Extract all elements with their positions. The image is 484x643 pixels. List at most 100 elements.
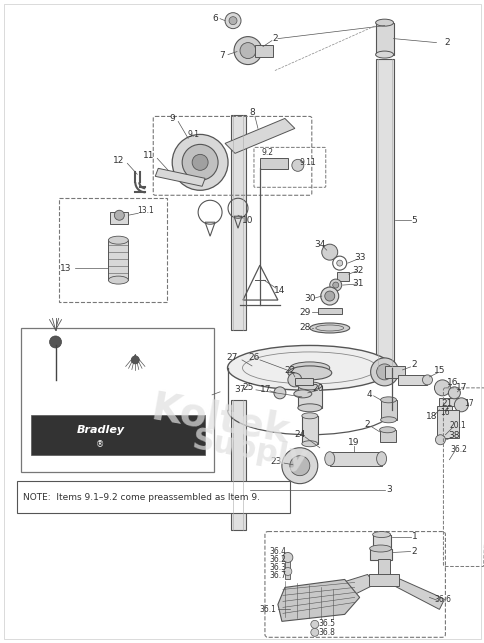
Text: 9: 9 xyxy=(169,114,175,123)
Bar xyxy=(110,212,128,224)
Text: 17: 17 xyxy=(454,383,466,392)
Text: 36.2: 36.2 xyxy=(449,445,466,454)
Bar xyxy=(372,534,390,548)
Text: 26: 26 xyxy=(248,354,259,363)
Circle shape xyxy=(240,42,256,59)
Bar xyxy=(397,375,426,385)
Bar xyxy=(336,272,348,281)
Circle shape xyxy=(310,620,318,628)
Text: 15: 15 xyxy=(433,367,444,376)
Ellipse shape xyxy=(379,427,395,433)
Text: 38: 38 xyxy=(448,431,459,440)
Text: Supply: Supply xyxy=(189,425,310,474)
Ellipse shape xyxy=(369,545,391,552)
Circle shape xyxy=(332,282,338,288)
Bar xyxy=(377,559,389,579)
Text: 3: 3 xyxy=(386,485,392,494)
Text: 9.11: 9.11 xyxy=(299,158,316,167)
Ellipse shape xyxy=(324,452,334,466)
Circle shape xyxy=(336,260,342,266)
Circle shape xyxy=(182,145,218,180)
Circle shape xyxy=(282,552,292,563)
Ellipse shape xyxy=(422,375,432,385)
Circle shape xyxy=(131,356,139,364)
Bar xyxy=(284,557,289,579)
Text: ®: ® xyxy=(96,440,105,449)
Ellipse shape xyxy=(309,323,349,333)
Circle shape xyxy=(434,380,450,396)
Text: Koltek: Koltek xyxy=(148,389,292,451)
Circle shape xyxy=(228,17,237,24)
Ellipse shape xyxy=(376,452,386,466)
Text: 13: 13 xyxy=(60,264,71,273)
Bar xyxy=(259,158,287,169)
FancyBboxPatch shape xyxy=(21,328,213,472)
Ellipse shape xyxy=(301,413,317,419)
Polygon shape xyxy=(277,579,359,621)
Bar xyxy=(294,378,312,385)
Bar xyxy=(375,23,393,55)
Text: 20: 20 xyxy=(311,385,323,394)
Text: 16: 16 xyxy=(439,408,449,417)
Bar xyxy=(317,308,341,314)
Text: 25: 25 xyxy=(242,383,253,392)
Text: 9.2: 9.2 xyxy=(261,148,273,157)
Text: 11: 11 xyxy=(142,151,154,160)
Text: 8: 8 xyxy=(249,108,254,117)
Circle shape xyxy=(289,456,309,476)
FancyBboxPatch shape xyxy=(16,481,289,512)
Bar xyxy=(384,366,404,378)
Bar xyxy=(437,410,458,438)
Ellipse shape xyxy=(108,276,128,284)
Bar xyxy=(230,116,245,330)
Text: 1: 1 xyxy=(411,532,417,541)
Circle shape xyxy=(454,398,468,412)
Text: 12: 12 xyxy=(112,156,124,165)
Circle shape xyxy=(329,279,341,291)
Circle shape xyxy=(192,154,208,170)
Ellipse shape xyxy=(375,19,393,26)
Text: 2: 2 xyxy=(411,361,416,370)
Ellipse shape xyxy=(297,382,321,390)
Text: 4: 4 xyxy=(366,390,372,399)
Text: 27: 27 xyxy=(226,354,237,363)
Ellipse shape xyxy=(293,390,311,398)
Bar xyxy=(380,400,396,420)
Text: 33: 33 xyxy=(353,253,364,262)
Circle shape xyxy=(448,387,459,399)
Text: 30: 30 xyxy=(303,294,315,303)
Bar xyxy=(329,452,381,466)
Text: 2: 2 xyxy=(444,38,449,47)
Text: 32: 32 xyxy=(351,266,363,275)
Text: 36.4: 36.4 xyxy=(269,547,286,556)
Circle shape xyxy=(370,358,398,386)
Ellipse shape xyxy=(108,236,128,244)
Ellipse shape xyxy=(380,397,396,403)
Bar xyxy=(297,386,321,408)
Text: 36.5: 36.5 xyxy=(318,619,334,628)
Text: 36.1: 36.1 xyxy=(259,605,276,614)
Text: 23: 23 xyxy=(270,457,281,466)
Polygon shape xyxy=(389,574,443,610)
Text: 19: 19 xyxy=(347,439,359,448)
Polygon shape xyxy=(155,168,205,186)
Text: 18: 18 xyxy=(425,412,436,421)
Circle shape xyxy=(114,210,124,220)
Text: 36.7: 36.7 xyxy=(269,571,286,580)
Text: 31: 31 xyxy=(351,278,363,287)
Bar xyxy=(30,415,205,455)
Bar xyxy=(379,430,395,442)
Bar xyxy=(437,406,452,413)
Text: 5: 5 xyxy=(411,215,417,224)
Bar xyxy=(375,59,393,370)
Text: 7: 7 xyxy=(219,51,225,60)
Circle shape xyxy=(281,448,317,484)
Circle shape xyxy=(435,435,444,445)
Text: 14: 14 xyxy=(273,285,285,294)
Text: NOTE:  Items 9.1–9.2 come preassembled as Item 9.: NOTE: Items 9.1–9.2 come preassembled as… xyxy=(23,493,259,502)
Ellipse shape xyxy=(297,404,321,412)
Circle shape xyxy=(49,336,61,348)
Circle shape xyxy=(310,628,318,637)
Text: 36.6: 36.6 xyxy=(433,595,450,604)
Text: 37: 37 xyxy=(234,385,245,394)
